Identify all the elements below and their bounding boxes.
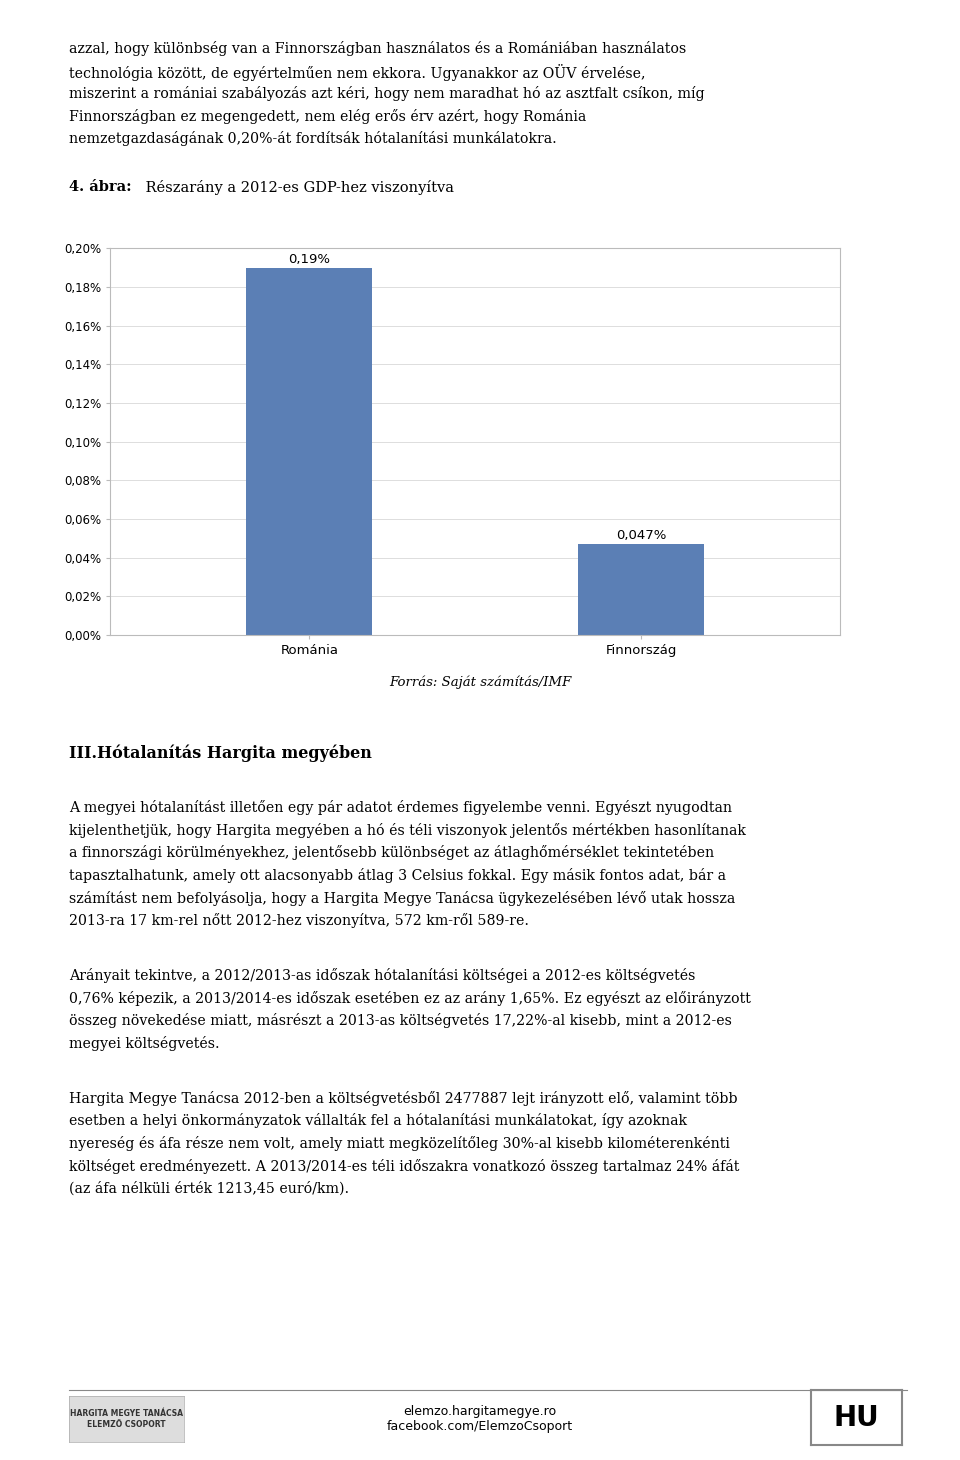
Text: III.Hótalanítás Hargita megyében: III.Hótalanítás Hargita megyében (69, 745, 372, 762)
Text: HARGITA MEGYE TANÁCSA
ELEMZŐ CSOPORT: HARGITA MEGYE TANÁCSA ELEMZŐ CSOPORT (70, 1409, 183, 1429)
Text: A megyei hótalanítást illetően egy pár adatot érdemes figyelembe venni. Egyészt : A megyei hótalanítást illetően egy pár a… (69, 800, 732, 815)
Text: összeg növekedése miatt, másrészt a 2013-as költségvetés 17,22%-al kisebb, mint : összeg növekedése miatt, másrészt a 2013… (69, 1013, 732, 1028)
Text: nemzetgazdaságának 0,20%-át fordítsák hótalanítási munkálatokra.: nemzetgazdaságának 0,20%-át fordítsák hó… (69, 131, 557, 146)
Text: azzal, hogy különbség van a Finnországban használatos és a Romániában használato: azzal, hogy különbség van a Finnországba… (69, 41, 686, 55)
Text: elemzo.hargitamegye.ro
facebook.com/ElemzoCsoport: elemzo.hargitamegye.ro facebook.com/Elem… (387, 1405, 573, 1432)
Text: Arányait tekintve, a 2012/2013-as időszak hótalanítási költségei a 2012-es költs: Arányait tekintve, a 2012/2013-as idősza… (69, 968, 695, 983)
Text: 0,047%: 0,047% (615, 529, 666, 542)
Text: megyei költségvetés.: megyei költségvetés. (69, 1037, 220, 1051)
Text: 4. ábra:: 4. ábra: (69, 181, 132, 194)
Text: a finnországi körülményekhez, jelentősebb különbséget az átlaghőmérséklet tekint: a finnországi körülményekhez, jelentőseb… (69, 845, 714, 860)
Text: nyereség és áfa része nem volt, amely miatt megközelítőleg 30%-al kisebb kilomét: nyereség és áfa része nem volt, amely mi… (69, 1136, 730, 1150)
Text: Forrás: Saját számítás/IMF: Forrás: Saját számítás/IMF (389, 676, 571, 689)
Text: számítást nem befolyásolja, hogy a Hargita Megye Tanácsa ügykezelésében lévő uta: számítást nem befolyásolja, hogy a Hargi… (69, 891, 735, 905)
Bar (247, 267, 372, 635)
Text: Finnországban ez megengedett, nem elég erős érv azért, hogy Románia: Finnországban ez megengedett, nem elég e… (69, 110, 587, 124)
Text: költséget eredményezett. A 2013/2014-es téli időszakra vonatkozó összeg tartalma: költséget eredményezett. A 2013/2014-es … (69, 1159, 739, 1174)
Text: miszerint a romániai szabályozás azt kéri, hogy nem maradhat hó az asztfalt csík: miszerint a romániai szabályozás azt kér… (69, 86, 705, 101)
Text: esetben a helyi önkormányzatok vállalták fel a hótalanítási munkálatokat, így az: esetben a helyi önkormányzatok vállalták… (69, 1114, 687, 1129)
Text: (az áfa nélküli érték 1213,45 euró/km).: (az áfa nélküli érték 1213,45 euró/km). (69, 1181, 349, 1196)
Text: 0,76% képezik, a 2013/2014-es időszak esetében ez az arány 1,65%. Ez egyészt az : 0,76% képezik, a 2013/2014-es időszak es… (69, 991, 751, 1006)
Text: Részarány a 2012-es GDP-hez viszonyítva: Részarány a 2012-es GDP-hez viszonyítva (141, 181, 454, 196)
Text: 0,19%: 0,19% (288, 253, 330, 266)
Text: Hargita Megye Tanácsa 2012-ben a költségvetésből 2477887 lejt irányzott elő, val: Hargita Megye Tanácsa 2012-ben a költség… (69, 1091, 737, 1105)
Text: kijelenthetjük, hogy Hargita megyében a hó és téli viszonyok jelentős mértékben : kijelenthetjük, hogy Hargita megyében a … (69, 823, 746, 838)
Text: tapasztalhatunk, amely ott alacsonyabb átlag 3 Celsius fokkal. Egy másik fontos : tapasztalhatunk, amely ott alacsonyabb á… (69, 867, 726, 883)
Bar (578, 545, 704, 635)
Text: technológia között, de egyértelműen nem ekkora. Ugyanakkor az OÜV érvelése,: technológia között, de egyértelműen nem … (69, 63, 646, 80)
Text: 2013-ra 17 km-rel nőtt 2012-hez viszonyítva, 572 km-ről 589-re.: 2013-ra 17 km-rel nőtt 2012-hez viszonyí… (69, 914, 529, 929)
Text: HU: HU (834, 1403, 879, 1432)
